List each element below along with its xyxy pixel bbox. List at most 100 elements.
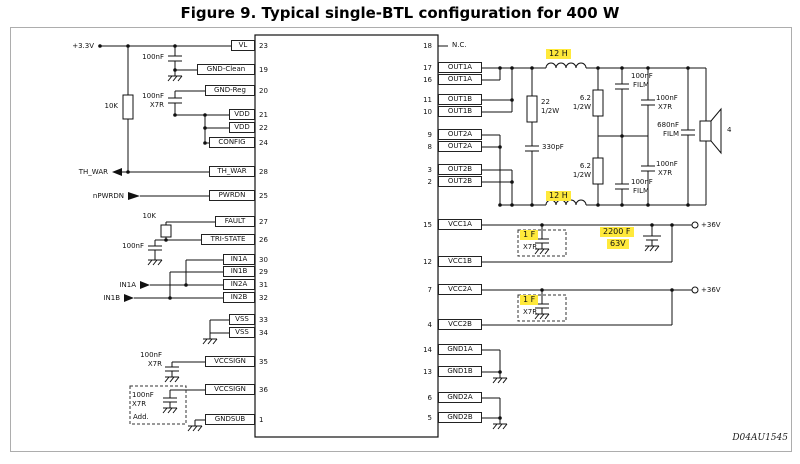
left-pin-box-in2b: IN2B [223, 292, 255, 303]
left-pin-num-vccsign-36: 36 [259, 386, 268, 394]
left-pin-num-in2a: 31 [259, 281, 268, 289]
resistor-6r2-top [592, 89, 604, 117]
left-pin-box-tri-state: TRI-STATE [201, 234, 255, 245]
left-pin-num-fault: 27 [259, 218, 268, 226]
right-pin-num-gnd1b: 13 [423, 368, 432, 376]
label-cap-add: 100nF [132, 391, 154, 399]
left-pin-box-config: CONFIG [209, 137, 255, 148]
label-res-damp-bot: 6.2 [579, 162, 591, 170]
left-pin-box-vdd-21: VDD [229, 109, 255, 120]
left-pin-num-in1a: 30 [259, 256, 268, 264]
in1b-arrow-icon [124, 294, 134, 302]
label-cap-sign-type: X7R [147, 360, 162, 368]
right-pin-box-vcc2b: VCC2B [438, 319, 482, 330]
figure-title: Figure 9. Typical single-BTL configurati… [180, 4, 620, 22]
optional-cap-box-left [129, 385, 187, 425]
left-pin-num-vl: 23 [259, 42, 268, 50]
left-pin-box-vss-33: VSS [229, 314, 255, 325]
label-cap-x7r-top-type: X7R [658, 103, 673, 111]
label-3v3-supply: +3.3V [72, 42, 94, 50]
label-cap-snubber: 330pF [542, 143, 564, 151]
left-pin-num-in2b: 32 [259, 294, 268, 302]
left-pin-box-vl: VL [231, 40, 255, 51]
label-cap-add-note: Add. [133, 413, 149, 421]
label-inductor-top: 12 H [546, 49, 571, 59]
label-cap-reg: 100nF [142, 92, 164, 100]
left-pin-box-gnd-reg: GND-Reg [205, 85, 255, 96]
resistor-6r2-bottom [592, 157, 604, 185]
label-cap-clean: 100nF [142, 53, 164, 61]
label-cap-reg-type: X7R [149, 101, 164, 109]
label-cap-film-top-type: FILM [633, 81, 650, 89]
right-pin-num-out2b-3: 3 [427, 166, 432, 174]
label-cap-vcc1-type: X7R [523, 243, 538, 251]
label-cap-sign: 100nF [140, 351, 162, 359]
label-cap-x7r-bot: 100nF [656, 160, 678, 168]
label-cap-x7r-bot-type: X7R [658, 169, 673, 177]
label-supply-36v-2: +36V [701, 286, 721, 294]
resistor-22-snubber [526, 95, 538, 123]
right-pin-box-gnd2a: GND2A [438, 392, 482, 403]
label-cap-bulk: 2200 F [600, 227, 634, 237]
label-cap-x7r-top: 100nF [656, 94, 678, 102]
label-res-damp-top: 6.2 [579, 94, 591, 102]
left-pin-box-in1a: IN1A [223, 254, 255, 265]
left-pin-num-vss-33: 33 [259, 316, 268, 324]
left-pin-box-fault: FAULT [215, 216, 255, 227]
resistor-10k-fault [160, 224, 172, 238]
right-pin-num-gnd1a: 14 [423, 346, 432, 354]
ic-body [254, 34, 439, 438]
right-pin-num-out1b-10: 10 [423, 108, 432, 116]
right-pin-num-vcc2b: 4 [427, 321, 432, 329]
label-cap-tristate: 100nF [122, 242, 144, 250]
junction-dots [98, 44, 690, 420]
right-pin-label-nc: N.C. [452, 41, 467, 49]
label-sig-in1a: IN1A [119, 281, 136, 289]
right-pin-box-gnd1b: GND1B [438, 366, 482, 377]
label-cap-bulk-volt: 63V [607, 239, 629, 249]
right-pin-num-gnd2a: 6 [427, 394, 432, 402]
left-pin-num-vccsign-35: 35 [259, 358, 268, 366]
right-pin-num-out2a-9: 9 [427, 131, 432, 139]
label-res-fault: 10K [142, 212, 157, 220]
label-cap-out: 680nF [657, 121, 679, 129]
left-pin-num-tri-state: 26 [259, 236, 268, 244]
label-res-snubber-pw: 1/2W [541, 107, 560, 115]
left-pin-num-pwrdn: 25 [259, 192, 268, 200]
right-pin-box-out1b-11: OUT1B [438, 94, 482, 105]
right-pin-box-gnd2b: GND2B [438, 412, 482, 423]
optional-cap-box-vcc1 [517, 229, 567, 257]
right-pin-num-vcc1b: 12 [423, 258, 432, 266]
left-pin-box-vccsign-36: VCCSIGN [205, 384, 255, 395]
right-pin-box-gnd1a: GND1A [438, 344, 482, 355]
label-res-pullup: 10K [104, 102, 119, 110]
resistor-10k-pullup [122, 94, 134, 120]
figure-frame [10, 27, 792, 452]
label-speaker-ohms: 4 [727, 126, 732, 134]
right-pin-box-out1a-16: OUT1A [438, 74, 482, 85]
label-inductor-bottom: 12 H [546, 191, 571, 201]
left-pin-box-vccsign-35: VCCSIGN [205, 356, 255, 367]
label-cap-out-type: FILM [662, 130, 679, 138]
left-pin-num-gnd-clean: 19 [259, 66, 268, 74]
in1a-arrow-icon [140, 281, 150, 289]
left-pin-num-config: 24 [259, 139, 268, 147]
label-supply-36v-1: +36V [701, 221, 721, 229]
left-pin-box-pwrdn: PWRDN [209, 190, 255, 201]
right-pin-box-vcc2a: VCC2A [438, 284, 482, 295]
left-pin-num-vdd-22: 22 [259, 124, 268, 132]
left-pin-box-gnd-clean: GND-Clean [197, 64, 255, 75]
right-pin-num-vcc2a: 7 [427, 286, 432, 294]
left-pin-num-vss-34: 34 [259, 329, 268, 337]
optional-dashed-boxes [129, 229, 567, 425]
wires [100, 45, 707, 421]
label-sig-npwrdn: nPWRDN [92, 192, 124, 200]
label-res-damp-top-pw: 1/2W [572, 103, 591, 111]
right-pin-num-out1a-16: 16 [423, 76, 432, 84]
right-pin-box-out2a-9: OUT2A [438, 129, 482, 140]
signal-arrow-icons [112, 168, 150, 302]
label-cap-film-bot: 100nF [631, 178, 653, 186]
right-pin-box-out2b-3: OUT2B [438, 164, 482, 175]
label-cap-film-bot-type: FILM [633, 187, 650, 195]
